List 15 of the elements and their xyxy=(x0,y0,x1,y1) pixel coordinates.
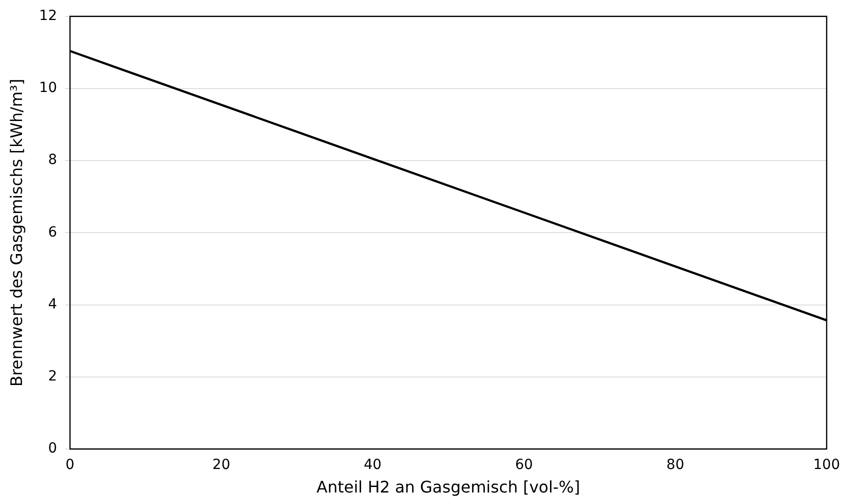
y-axis-title: Brennwert des Gasgemischs [kWh/m³] xyxy=(6,78,26,387)
y-tick-label: 6 xyxy=(48,224,58,240)
x-tick-label: 40 xyxy=(364,457,382,474)
y-tick-label: 0 xyxy=(48,440,58,457)
x-axis-title: Anteil H2 an Gasgemisch [vol-%] xyxy=(316,478,580,497)
y-tick-label: 12 xyxy=(39,8,58,24)
x-tick-label: 0 xyxy=(66,457,74,474)
x-tick-label: 100 xyxy=(813,457,840,474)
y-tick-label: 4 xyxy=(48,296,58,312)
x-tick-label: 80 xyxy=(666,457,684,474)
x-tick-label: 60 xyxy=(515,457,533,474)
y-tick-label: 8 xyxy=(48,152,58,168)
x-tick-label: 20 xyxy=(212,457,230,474)
y-tick-label: 10 xyxy=(39,80,58,96)
y-tick-label: 2 xyxy=(48,368,58,385)
